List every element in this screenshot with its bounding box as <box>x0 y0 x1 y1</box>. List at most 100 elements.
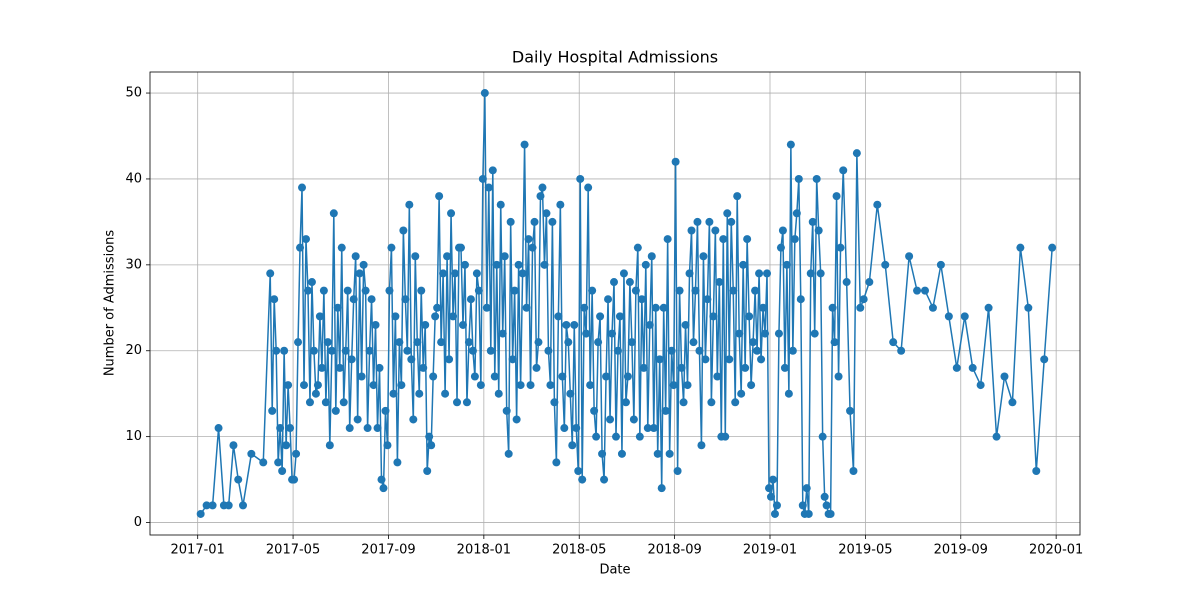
data-point <box>331 406 340 415</box>
data-point <box>407 355 416 364</box>
data-point <box>327 346 336 355</box>
data-point <box>247 449 256 458</box>
data-point <box>749 338 758 347</box>
data-point <box>305 398 314 407</box>
data-point <box>417 286 426 295</box>
data-point <box>763 269 772 278</box>
data-point <box>661 406 670 415</box>
data-point <box>610 278 619 287</box>
data-point <box>335 363 344 372</box>
data-point <box>554 312 563 321</box>
data-point <box>657 484 666 493</box>
data-point <box>808 217 817 226</box>
data-point <box>770 509 779 518</box>
data-point <box>633 243 642 252</box>
data-point <box>572 424 581 433</box>
data-point <box>768 475 777 484</box>
data-point <box>399 226 408 235</box>
data-point <box>576 174 585 183</box>
data-point <box>301 235 310 244</box>
data-point <box>309 346 318 355</box>
x-tick-label: 2019-01 <box>743 543 797 558</box>
data-point <box>355 269 364 278</box>
data-point <box>790 235 799 244</box>
y-tick-label: 20 <box>125 343 142 358</box>
data-point <box>613 346 622 355</box>
data-point <box>482 303 491 312</box>
data-point <box>488 166 497 175</box>
data-point <box>727 217 736 226</box>
data-point <box>1032 467 1041 476</box>
data-point <box>641 260 650 269</box>
data-point <box>347 355 356 364</box>
y-tick-label: 0 <box>134 515 142 530</box>
data-point <box>615 312 624 321</box>
data-point <box>437 338 446 347</box>
data-point <box>709 312 718 321</box>
data-point <box>936 260 945 269</box>
data-point <box>602 372 611 381</box>
data-point <box>852 149 861 158</box>
data-point <box>562 320 571 329</box>
data-point <box>369 381 378 390</box>
data-point <box>300 381 309 390</box>
data-point <box>723 209 732 218</box>
data-point <box>952 363 961 372</box>
data-point <box>733 192 742 201</box>
data-point <box>274 458 283 467</box>
data-point <box>968 363 977 372</box>
data-point <box>524 235 533 244</box>
data-point <box>325 441 334 450</box>
data-point <box>830 338 839 347</box>
data-point <box>472 269 481 278</box>
data-point <box>433 303 442 312</box>
data-point <box>643 424 652 433</box>
data-point <box>361 286 370 295</box>
data-point <box>462 398 471 407</box>
data-point <box>635 432 644 441</box>
x-tick-label: 2017-05 <box>266 543 320 558</box>
data-point <box>516 381 525 390</box>
data-point <box>339 398 348 407</box>
data-point <box>345 424 354 433</box>
y-tick-label: 10 <box>125 429 142 444</box>
data-point <box>697 441 706 450</box>
data-point <box>395 338 404 347</box>
data-point <box>814 226 823 235</box>
data-point <box>480 89 489 98</box>
y-tick-label: 30 <box>125 257 142 272</box>
data-point <box>741 363 750 372</box>
data-point <box>319 286 328 295</box>
x-axis-label: Date <box>599 563 630 578</box>
data-point <box>558 372 567 381</box>
data-point <box>526 381 535 390</box>
data-point <box>343 286 352 295</box>
data-point <box>834 372 843 381</box>
y-axis-label: Number of Admissions <box>103 230 118 377</box>
data-point <box>818 432 827 441</box>
data-point <box>383 441 392 450</box>
data-point <box>842 278 851 287</box>
data-point <box>786 140 795 149</box>
data-point <box>484 183 493 192</box>
data-point <box>651 303 660 312</box>
data-point <box>594 338 603 347</box>
data-point <box>538 183 547 192</box>
data-point <box>1008 398 1017 407</box>
data-point <box>826 509 835 518</box>
data-point <box>393 458 402 467</box>
data-point <box>608 329 617 338</box>
data-point <box>270 295 279 304</box>
data-point <box>751 286 760 295</box>
data-point <box>665 449 674 458</box>
data-point <box>278 467 287 476</box>
data-point <box>639 363 648 372</box>
data-point <box>423 467 432 476</box>
data-point <box>411 252 420 261</box>
data-point <box>921 286 929 295</box>
data-point <box>381 406 390 415</box>
data-point <box>403 346 412 355</box>
data-point <box>359 260 368 269</box>
data-point <box>290 475 299 484</box>
